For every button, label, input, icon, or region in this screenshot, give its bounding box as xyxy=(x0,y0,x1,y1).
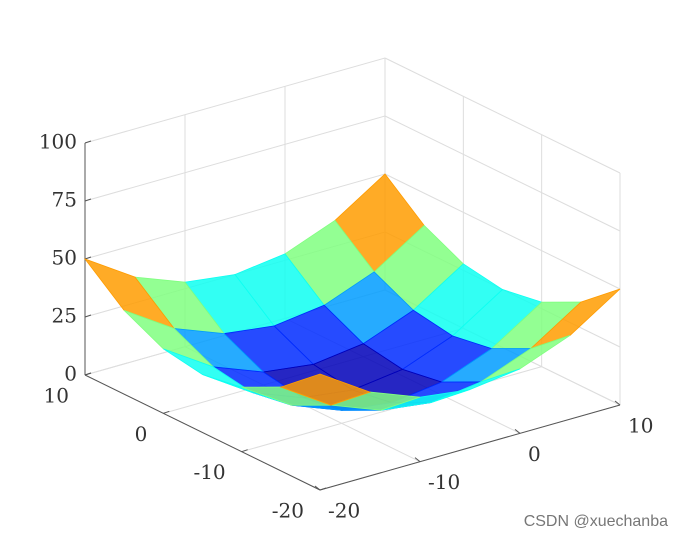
tick-mark xyxy=(241,449,248,453)
y-tick-label: -20 xyxy=(272,499,304,523)
tick-mark xyxy=(414,457,421,463)
grid-line xyxy=(384,57,621,174)
tick-mark xyxy=(314,485,321,491)
grid-line xyxy=(384,173,621,290)
y-tick-label: 10 xyxy=(44,384,69,408)
surface-cell xyxy=(279,373,372,406)
x-tick-label: -10 xyxy=(428,470,460,494)
x-tick-label: 0 xyxy=(528,442,541,466)
grid-line xyxy=(84,173,386,260)
x-tick-label: 10 xyxy=(628,414,653,438)
axis-line xyxy=(84,374,321,491)
tick-mark xyxy=(84,372,92,376)
axis-line xyxy=(319,404,621,491)
grid-line xyxy=(84,57,386,144)
z-tick-label: 25 xyxy=(52,304,77,328)
z-tick-label: 100 xyxy=(39,130,77,154)
watermark: CSDN @xuechanba xyxy=(524,513,668,530)
y-tick-label: -10 xyxy=(193,460,225,484)
tick-mark xyxy=(84,314,92,318)
tick-mark xyxy=(163,410,170,414)
grid-line xyxy=(84,115,386,202)
y-tick-label: 0 xyxy=(135,422,148,446)
z-tick-label: 50 xyxy=(52,246,77,270)
z-tick-label: 75 xyxy=(52,188,77,212)
tick-mark xyxy=(84,140,92,144)
z-tick-label: 0 xyxy=(64,362,77,386)
tick-mark xyxy=(614,400,621,406)
tick-mark xyxy=(84,256,92,260)
grid-line xyxy=(384,115,621,232)
tick-mark xyxy=(514,428,521,434)
x-tick-label: -20 xyxy=(328,499,360,523)
tick-mark xyxy=(319,487,327,491)
tick-mark xyxy=(84,198,92,202)
